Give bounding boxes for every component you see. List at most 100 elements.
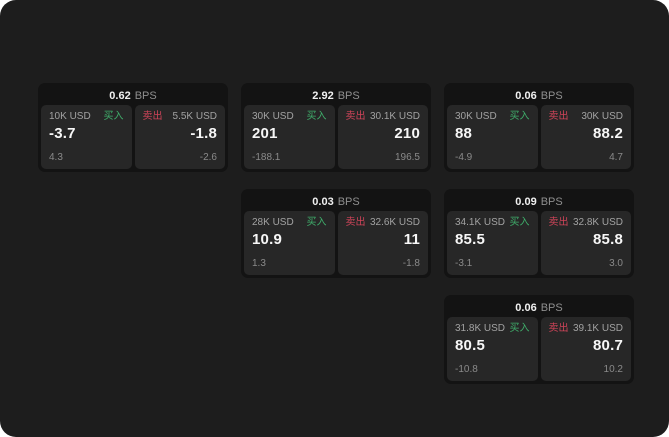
sell-price: 88.2 [593, 125, 623, 142]
bps-value: 0.09 [515, 195, 537, 208]
sell-panel[interactable]: 卖出 30.1K USD 210 196.5 [337, 105, 428, 169]
sell-panel-top: 卖出 5.5K USD [143, 111, 218, 123]
sell-label: 卖出 [548, 111, 569, 122]
buy-price: 201 [252, 125, 278, 142]
bps-unit: BPS [540, 301, 563, 314]
buy-sub-value: -3.1 [455, 258, 473, 269]
bps-header: 0.03 BPS [244, 192, 428, 211]
buy-panel-top: 28K USD 买入 [252, 217, 327, 229]
buy-sub-value: -188.1 [252, 152, 281, 163]
bps-header: 2.92 BPS [244, 86, 428, 105]
buy-label: 买入 [306, 217, 327, 228]
sell-sub-value: -2.6 [199, 152, 217, 163]
sell-sub-value: 196.5 [394, 152, 420, 163]
sell-panel-top: 卖出 32.6K USD [346, 217, 421, 229]
sell-amount: 5.5K USD [172, 111, 217, 122]
sell-sub-value: 10.2 [603, 364, 623, 375]
buy-price: 85.5 [455, 231, 485, 248]
quote-panels: 10K USD 买入 -3.7 4.3 卖出 5.5K USD -1.8 -2.… [41, 105, 225, 169]
bps-header: 0.09 BPS [447, 192, 631, 211]
sell-panel[interactable]: 卖出 30K USD 88.2 4.7 [540, 105, 631, 169]
buy-sub-value: 1.3 [252, 258, 266, 269]
sell-price: 210 [394, 125, 420, 142]
buy-panel-top: 10K USD 买入 [49, 111, 124, 123]
sell-panel-top: 卖出 30.1K USD [346, 111, 421, 123]
sell-sub-value: 4.7 [609, 152, 623, 163]
bps-unit: BPS [337, 89, 360, 102]
quote-card: 0.06 BPS 31.8K USD 买入 80.5 -10.8 卖 [444, 295, 634, 384]
buy-panel-top: 34.1K USD 买入 [455, 217, 530, 229]
bps-header: 0.06 BPS [447, 298, 631, 317]
buy-amount: 31.8K USD [455, 323, 506, 334]
bps-header: 0.06 BPS [447, 86, 631, 105]
bps-value: 0.62 [109, 89, 131, 102]
sell-sub-value: 3.0 [609, 258, 623, 269]
sell-amount: 30K USD [581, 111, 623, 122]
buy-panel[interactable]: 30K USD 买入 88 -4.9 [447, 105, 538, 169]
buy-panel-top: 30K USD 买入 [252, 111, 327, 123]
sell-panel[interactable]: 卖出 32.8K USD 85.8 3.0 [540, 211, 631, 275]
bps-value: 0.03 [312, 195, 334, 208]
sell-label: 卖出 [548, 217, 569, 228]
buy-panel[interactable]: 10K USD 买入 -3.7 4.3 [41, 105, 132, 169]
buy-panel[interactable]: 31.8K USD 买入 80.5 -10.8 [447, 317, 538, 381]
buy-label: 买入 [509, 111, 530, 122]
buy-sub-value: -10.8 [455, 364, 478, 375]
buy-sub-value: -4.9 [455, 152, 473, 163]
quote-panels: 31.8K USD 买入 80.5 -10.8 卖出 39.1K USD 80.… [447, 317, 631, 381]
buy-label: 买入 [103, 111, 124, 122]
sell-label: 卖出 [345, 217, 366, 228]
sell-label: 卖出 [345, 111, 366, 122]
sell-price: 11 [403, 231, 420, 248]
sell-amount: 32.6K USD [369, 217, 420, 228]
sell-panel[interactable]: 卖出 5.5K USD -1.8 -2.6 [134, 105, 225, 169]
buy-panel[interactable]: 30K USD 买入 201 -188.1 [244, 105, 335, 169]
sell-label: 卖出 [548, 323, 569, 334]
buy-amount: 28K USD [252, 217, 294, 228]
buy-label: 买入 [509, 217, 530, 228]
sell-amount: 32.8K USD [572, 217, 623, 228]
buy-amount: 34.1K USD [455, 217, 506, 228]
quote-card: 0.03 BPS 28K USD 买入 10.9 1.3 卖出 [241, 189, 431, 278]
bps-unit: BPS [540, 89, 563, 102]
quote-panels: 34.1K USD 买入 85.5 -3.1 卖出 32.8K USD 85.8… [447, 211, 631, 275]
quote-panels: 28K USD 买入 10.9 1.3 卖出 32.6K USD 11 -1.8 [244, 211, 428, 275]
sell-amount: 39.1K USD [572, 323, 623, 334]
bps-header: 0.62 BPS [41, 86, 225, 105]
bps-unit: BPS [540, 195, 563, 208]
buy-price: 10.9 [252, 231, 282, 248]
buy-sub-value: 4.3 [49, 152, 63, 163]
quote-card: 0.06 BPS 30K USD 买入 88 -4.9 卖出 [444, 83, 634, 172]
quote-panels: 30K USD 买入 201 -188.1 卖出 30.1K USD 210 1… [244, 105, 428, 169]
quote-card: 0.09 BPS 34.1K USD 买入 85.5 -3.1 卖出 [444, 189, 634, 278]
sell-panel-top: 卖出 39.1K USD [549, 323, 624, 335]
quote-panels: 30K USD 买入 88 -4.9 卖出 30K USD 88.2 4.7 [447, 105, 631, 169]
sell-panel[interactable]: 卖出 39.1K USD 80.7 10.2 [540, 317, 631, 381]
sell-price: 80.7 [593, 337, 623, 354]
sell-panel[interactable]: 卖出 32.6K USD 11 -1.8 [337, 211, 428, 275]
quote-card: 2.92 BPS 30K USD 买入 201 -188.1 卖出 [241, 83, 431, 172]
buy-amount: 30K USD [455, 111, 497, 122]
bps-unit: BPS [134, 89, 157, 102]
sell-panel-top: 卖出 32.8K USD [549, 217, 624, 229]
bps-unit: BPS [337, 195, 360, 208]
sell-sub-value: -1.8 [402, 258, 420, 269]
buy-price: 80.5 [455, 337, 485, 354]
bps-value: 2.92 [312, 89, 334, 102]
sell-price: -1.8 [190, 125, 217, 142]
sell-label: 卖出 [142, 111, 163, 122]
quote-card: 0.62 BPS 10K USD 买入 -3.7 4.3 卖出 [38, 83, 228, 172]
buy-amount: 30K USD [252, 111, 294, 122]
buy-panel-top: 31.8K USD 买入 [455, 323, 530, 335]
sell-amount: 30.1K USD [369, 111, 420, 122]
buy-amount: 10K USD [49, 111, 91, 122]
buy-label: 买入 [509, 323, 530, 334]
buy-label: 买入 [306, 111, 327, 122]
buy-panel-top: 30K USD 买入 [455, 111, 530, 123]
bps-value: 0.06 [515, 89, 537, 102]
quote-card-grid: 0.62 BPS 10K USD 买入 -3.7 4.3 卖出 [38, 83, 634, 384]
buy-panel[interactable]: 34.1K USD 买入 85.5 -3.1 [447, 211, 538, 275]
buy-panel[interactable]: 28K USD 买入 10.9 1.3 [244, 211, 335, 275]
